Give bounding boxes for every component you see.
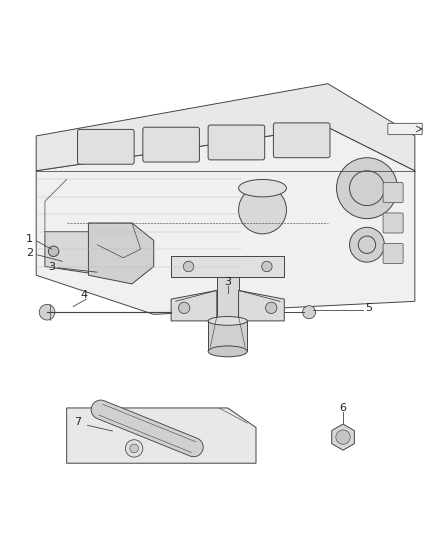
Circle shape: [261, 261, 272, 272]
Text: 7: 7: [74, 417, 81, 427]
Polygon shape: [332, 424, 354, 450]
Polygon shape: [45, 232, 154, 279]
Circle shape: [350, 228, 385, 262]
FancyBboxPatch shape: [208, 125, 265, 160]
Circle shape: [39, 304, 55, 320]
Polygon shape: [171, 290, 217, 321]
Polygon shape: [91, 400, 203, 457]
Polygon shape: [67, 408, 256, 463]
FancyBboxPatch shape: [273, 123, 330, 158]
Polygon shape: [36, 84, 415, 171]
Circle shape: [265, 302, 277, 313]
Text: 3: 3: [48, 262, 55, 271]
Polygon shape: [36, 127, 415, 314]
Ellipse shape: [208, 317, 247, 325]
Circle shape: [336, 430, 350, 445]
Circle shape: [184, 261, 194, 272]
Circle shape: [125, 440, 143, 457]
Circle shape: [336, 158, 397, 219]
Text: 6: 6: [339, 403, 346, 413]
Circle shape: [239, 186, 286, 234]
Ellipse shape: [239, 180, 286, 197]
FancyBboxPatch shape: [383, 244, 403, 263]
Text: 5: 5: [366, 303, 373, 313]
Polygon shape: [217, 277, 239, 321]
Text: 4: 4: [81, 290, 88, 300]
Text: 2: 2: [26, 247, 33, 257]
FancyBboxPatch shape: [383, 213, 403, 233]
Polygon shape: [88, 223, 154, 284]
Circle shape: [48, 246, 59, 256]
Polygon shape: [208, 321, 247, 351]
FancyBboxPatch shape: [78, 130, 134, 164]
Circle shape: [303, 305, 316, 319]
Text: 1: 1: [26, 234, 33, 244]
Circle shape: [130, 444, 138, 453]
FancyBboxPatch shape: [143, 127, 199, 162]
Polygon shape: [171, 256, 284, 277]
FancyBboxPatch shape: [388, 123, 422, 135]
Text: 3: 3: [224, 277, 231, 287]
Ellipse shape: [208, 346, 247, 357]
Circle shape: [179, 302, 190, 313]
FancyBboxPatch shape: [383, 182, 403, 203]
Polygon shape: [239, 290, 284, 321]
